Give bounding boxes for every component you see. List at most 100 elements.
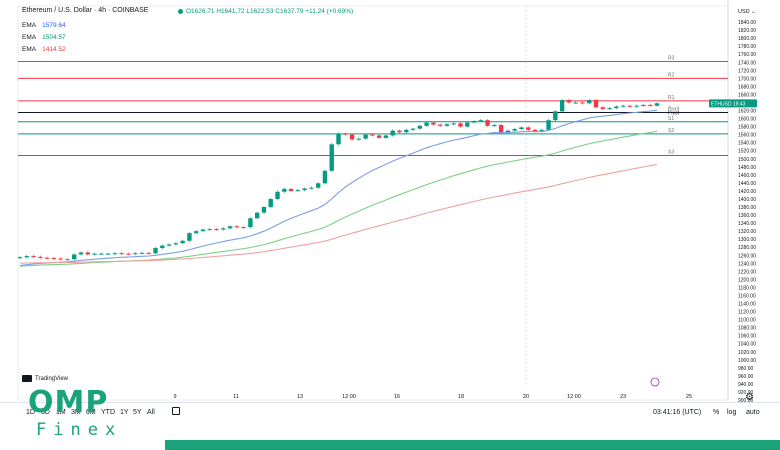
candle-body xyxy=(302,188,307,191)
currency-label: USD ⌄ xyxy=(738,9,756,15)
price-tick-label: 1420.00 xyxy=(738,189,756,195)
tf-5d[interactable]: 5D xyxy=(41,409,50,416)
price-tick-label: 1260.00 xyxy=(738,253,756,259)
symbol-title[interactable]: Ethereum / U.S. Dollar · 4h · COINBASE xyxy=(22,7,148,14)
candle-body xyxy=(336,133,341,145)
pivot-level-label: S3 xyxy=(668,150,674,156)
price-tick-label: 900.00 xyxy=(738,398,754,404)
candle-body xyxy=(593,100,599,108)
ema-legend-3[interactable]: EMA 1414.52 xyxy=(22,46,66,53)
price-tick-label: 1620.00 xyxy=(738,109,756,115)
candle-body xyxy=(343,133,348,135)
price-tick-label: 1320.00 xyxy=(738,229,756,235)
gear-icon[interactable]: ⚙ xyxy=(745,392,754,403)
candle-body xyxy=(187,233,192,241)
candle-body xyxy=(553,111,558,121)
candle-body xyxy=(268,198,273,208)
price-tick-label: 1460.00 xyxy=(738,173,756,179)
candle-body xyxy=(241,227,246,229)
candle-body xyxy=(17,257,23,259)
symbol-label: Ethereum / U.S. Dollar · 4h · COINBASE xyxy=(22,7,149,14)
candle-body xyxy=(275,191,280,199)
tf-1d[interactable]: 1D xyxy=(26,409,35,416)
pivot-level-label: R1 xyxy=(668,95,675,101)
candle-body xyxy=(234,226,240,228)
pivot-level-label: S2 xyxy=(668,128,674,134)
price-tick-label: 1560.00 xyxy=(738,133,756,139)
tf-1m[interactable]: 1M xyxy=(56,409,66,416)
price-tick-label: 1540.00 xyxy=(738,141,756,147)
percent-scale-button[interactable]: % xyxy=(713,409,720,416)
tf-all[interactable]: All xyxy=(147,409,155,416)
candle-body xyxy=(410,128,416,130)
calendar-icon[interactable] xyxy=(172,407,180,415)
candle-body xyxy=(641,104,646,106)
utc-clock[interactable]: 03:41:16 (UTC) xyxy=(653,409,702,416)
price-tick-label: 1100.00 xyxy=(738,318,756,324)
candle-body xyxy=(376,135,382,138)
candle-body xyxy=(471,120,477,123)
auto-scale-button[interactable]: auto xyxy=(746,409,760,416)
ema-legend-2[interactable]: EMA 1504.57 xyxy=(22,34,66,41)
price-tick-label: 1280.00 xyxy=(738,245,756,251)
price-tick-label: 1360.00 xyxy=(738,213,756,219)
ema-legend-1[interactable]: EMA 1579.64 xyxy=(22,22,66,29)
price-tick-label: 1140.00 xyxy=(738,302,756,308)
candle-body xyxy=(458,123,463,127)
tf-6m[interactable]: 6M xyxy=(86,409,96,416)
price-tick-label: 940.00 xyxy=(738,382,754,388)
time-tick-label: 23 xyxy=(620,394,626,400)
candle-body xyxy=(614,106,619,109)
candle-body xyxy=(58,258,63,260)
candle-body xyxy=(214,229,219,231)
candle-body xyxy=(566,100,572,103)
finex-logo: Finex xyxy=(36,420,123,440)
tradingview-logo[interactable]: TradingView xyxy=(22,375,68,382)
time-tick-label: 11 xyxy=(233,394,239,400)
price-tick-label: 1380.00 xyxy=(738,205,756,211)
candle-body xyxy=(72,254,77,260)
price-tick-label: 920.00 xyxy=(738,390,754,396)
price-tick-label: 1120.00 xyxy=(738,310,756,316)
candle-body xyxy=(627,105,633,107)
tf-3m[interactable]: 3M xyxy=(71,409,81,416)
price-tick-label: 1740.00 xyxy=(738,60,756,66)
candle-body xyxy=(451,123,456,125)
price-tick-label: 1000.00 xyxy=(738,358,756,364)
candle-body xyxy=(600,107,605,109)
candle-body xyxy=(519,127,524,130)
tf-5y[interactable]: 5Y xyxy=(133,409,142,416)
candle-body xyxy=(261,207,267,213)
candle-body xyxy=(99,253,104,255)
candle-body xyxy=(119,253,124,255)
time-tick-label: 16 xyxy=(394,394,400,400)
candle-body xyxy=(65,259,70,261)
candle-body xyxy=(370,134,375,136)
tf-ytd[interactable]: YTD xyxy=(101,409,115,416)
price-tick-label: 1500.00 xyxy=(738,157,756,163)
price-tick-label: 1580.00 xyxy=(738,125,756,131)
candle-body xyxy=(200,229,206,232)
price-tick-label: 960.00 xyxy=(738,374,754,380)
pivot-level-label: S1 xyxy=(668,116,674,122)
candle-body xyxy=(139,252,145,254)
time-tick-label: 9 xyxy=(173,394,176,400)
price-tick-label: 1520.00 xyxy=(738,149,756,155)
candle-body xyxy=(404,129,409,133)
candle-body xyxy=(315,183,321,188)
candle-body xyxy=(512,129,517,131)
candle-body xyxy=(492,125,497,127)
candle-body xyxy=(166,244,172,246)
candle-body xyxy=(227,226,233,229)
price-tick-label: 1200.00 xyxy=(738,277,756,283)
pivot-level-label: Pivot xyxy=(668,107,680,113)
candle-body xyxy=(526,127,531,130)
tf-1y[interactable]: 1Y xyxy=(120,409,129,416)
log-scale-button[interactable]: log xyxy=(727,409,737,416)
candle-body xyxy=(349,134,355,140)
tradingview-mark-icon xyxy=(22,375,32,382)
candle-body xyxy=(363,134,368,139)
candle-body xyxy=(221,228,226,230)
price-tick-label: 1480.00 xyxy=(738,165,756,171)
